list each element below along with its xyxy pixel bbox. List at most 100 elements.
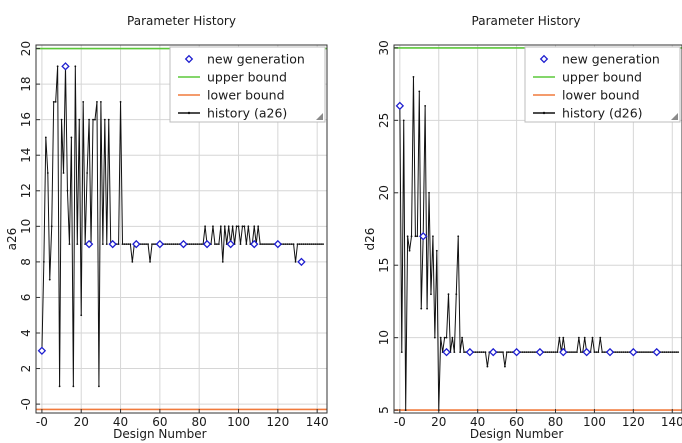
new-generation-marker (512, 347, 521, 357)
history-point (74, 65, 77, 68)
history-point (166, 243, 169, 246)
history-point (52, 100, 55, 103)
y-tick-label: 6 (19, 294, 33, 302)
history-point (591, 336, 594, 339)
new-generation-marker (84, 239, 94, 249)
legend-box (169, 46, 326, 123)
legend-label: history (d26) (562, 106, 643, 121)
y-tick-label: 5 (377, 406, 391, 414)
history-point (624, 351, 627, 354)
x-tick-label: 20 (74, 415, 89, 429)
history-point (267, 243, 269, 246)
new-generation-marker (418, 232, 428, 241)
history-point (504, 365, 506, 368)
history-point (426, 307, 428, 310)
history-point (439, 336, 442, 339)
legend-label: lower bound (562, 88, 640, 103)
legend: new generation upper bound lower bound hist… (169, 46, 326, 123)
legend: new generation upper bound lower bound hist… (524, 46, 681, 123)
y-tick-label: 18 (19, 76, 33, 91)
y-tick-label: 15 (377, 258, 391, 273)
new-generation-marker (489, 347, 498, 357)
history-point (432, 235, 434, 238)
axes-frame (35, 44, 328, 414)
history-point (292, 243, 295, 246)
history-point (601, 351, 604, 354)
history-point (463, 351, 465, 354)
history-point (622, 351, 625, 354)
history-point (62, 172, 65, 174)
new-generation-marker (37, 346, 47, 355)
history-point (123, 243, 126, 246)
history-point (50, 225, 53, 228)
history-point (190, 243, 193, 246)
history-point (484, 351, 487, 354)
history-point (461, 336, 464, 339)
history-point (96, 100, 98, 103)
history-point (675, 351, 678, 354)
history-point (125, 243, 128, 246)
history-point (505, 351, 508, 354)
history-point (107, 118, 110, 121)
history-point (58, 385, 61, 388)
legend-resize-grip (316, 113, 323, 120)
y-tick-label: 30 (377, 40, 391, 55)
history-point (572, 351, 574, 354)
history-point (478, 351, 481, 354)
new-generation-marker (559, 347, 568, 357)
history-point (614, 351, 617, 354)
history-point (577, 336, 580, 339)
chart-title: Parameter History (127, 14, 236, 28)
history-point (457, 235, 460, 238)
history-point (94, 118, 96, 121)
history-point (92, 118, 94, 121)
history-point (257, 225, 260, 228)
history-point (482, 351, 485, 354)
legend-label: new generation (207, 52, 305, 67)
y-tick-label: 14 (19, 148, 33, 163)
history-point (66, 189, 69, 192)
history-point (231, 225, 234, 228)
history-point (550, 351, 553, 354)
history-point (259, 243, 262, 246)
history-point (70, 136, 73, 139)
history-point (648, 351, 650, 354)
history-point (447, 293, 450, 296)
history-point (129, 243, 132, 246)
history-point (245, 243, 248, 246)
new-generation-marker (395, 101, 405, 111)
history-point (424, 104, 427, 107)
history-point (546, 351, 549, 354)
history-point (576, 351, 578, 354)
y-tick-label: 20 (377, 185, 391, 200)
new-generation-marker (442, 347, 451, 357)
history-point (212, 225, 214, 228)
history-point (408, 249, 411, 252)
history-point (239, 243, 242, 246)
new-generation-marker (155, 239, 165, 249)
history-point (453, 351, 456, 354)
history-point (521, 351, 524, 354)
chart-panel-2: -0 20 40 60 80 100 120 140 5 10 15 20 25 30 Parameter … (363, 14, 682, 441)
history-point (435, 249, 438, 252)
history-point (86, 172, 89, 174)
history-point (556, 351, 559, 354)
x-tick-label: 20 (431, 415, 446, 429)
history-point (141, 243, 144, 246)
history-point (430, 293, 432, 296)
history-point (243, 225, 246, 228)
legend-symbol-new-generation (539, 54, 549, 64)
history-point (412, 75, 415, 78)
history-point (284, 243, 287, 246)
new-generation-marker (297, 257, 306, 267)
history-point (46, 172, 49, 174)
history-point (595, 351, 598, 354)
history-point (263, 243, 265, 246)
history-point (665, 351, 668, 354)
history-point (121, 243, 124, 246)
y-tick-label: 20 (19, 41, 33, 56)
y-axis-label: d26 (363, 228, 377, 251)
history-point (644, 351, 646, 354)
history-point (247, 225, 250, 228)
history-point (131, 260, 134, 263)
